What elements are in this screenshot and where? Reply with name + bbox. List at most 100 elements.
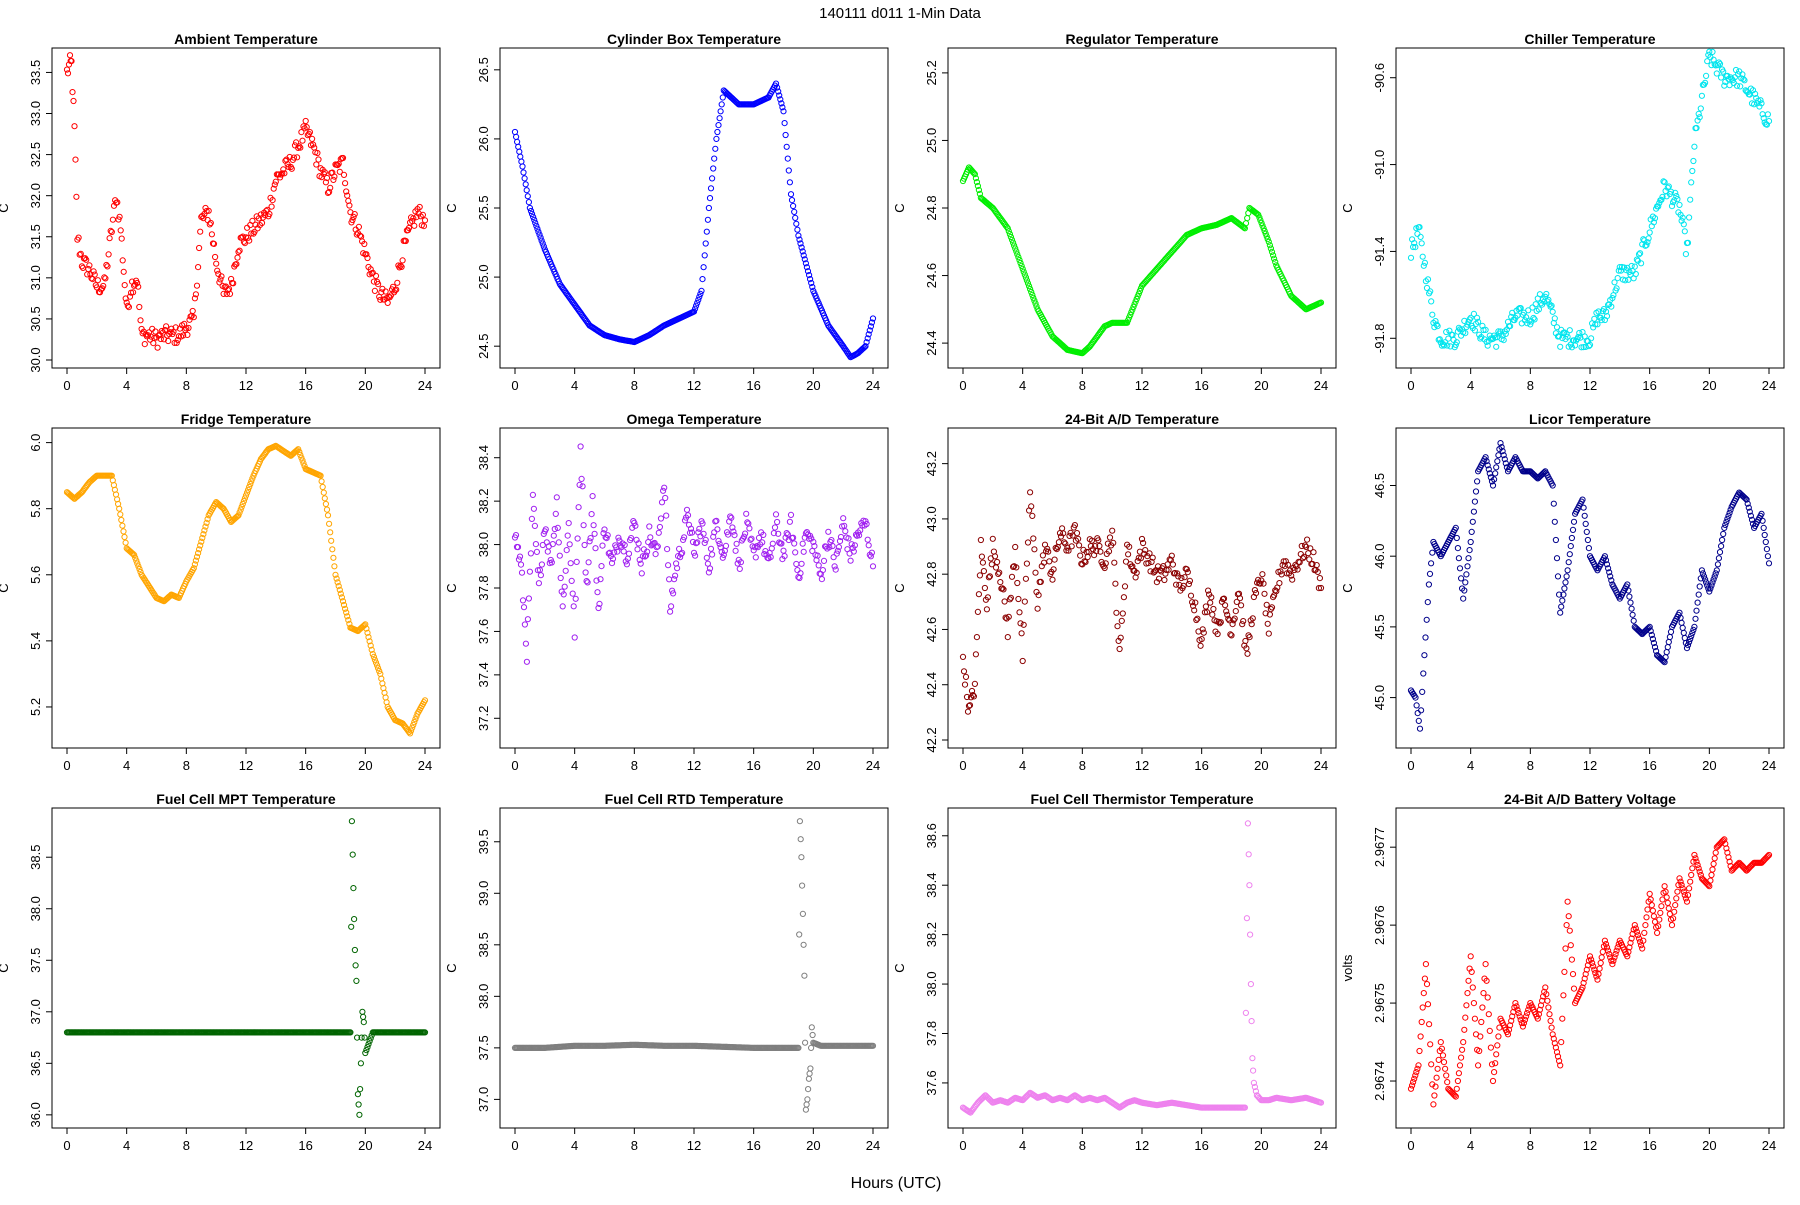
data-point bbox=[1760, 115, 1767, 122]
series-points bbox=[959, 164, 1325, 357]
data-point bbox=[192, 291, 199, 298]
data-point bbox=[719, 94, 726, 101]
data-point bbox=[787, 511, 795, 519]
y-tick-label: 42.4 bbox=[924, 672, 939, 697]
data-point bbox=[1163, 566, 1170, 574]
data-point bbox=[1035, 592, 1042, 599]
data-point bbox=[790, 202, 797, 210]
data-point bbox=[971, 171, 979, 178]
data-point bbox=[1706, 48, 1713, 55]
data-point bbox=[100, 282, 107, 290]
data-point bbox=[1115, 1103, 1122, 1111]
data-point bbox=[863, 520, 870, 528]
data-point bbox=[357, 1086, 364, 1093]
data-point bbox=[638, 570, 645, 577]
data-point bbox=[1478, 1018, 1485, 1026]
data-point bbox=[1695, 865, 1702, 872]
data-point bbox=[1055, 539, 1063, 546]
data-point bbox=[1558, 1039, 1565, 1046]
y-tick-label: 30.0 bbox=[28, 347, 43, 372]
data-point bbox=[538, 561, 546, 568]
data-point bbox=[339, 598, 347, 605]
panel-fuel-cell-mpt-temperature: Fuel Cell MPT TemperatureC0481216202436.… bbox=[0, 791, 441, 1153]
data-point bbox=[994, 558, 1001, 566]
data-point bbox=[244, 224, 251, 231]
data-point bbox=[367, 1035, 374, 1042]
plot-frame bbox=[499, 807, 889, 1129]
data-point bbox=[1209, 611, 1216, 618]
data-point bbox=[1644, 906, 1651, 913]
data-point bbox=[794, 567, 801, 574]
data-point bbox=[298, 129, 305, 136]
data-point bbox=[1524, 1010, 1531, 1017]
data-point bbox=[1640, 937, 1647, 944]
data-point bbox=[1762, 538, 1769, 546]
data-point bbox=[529, 491, 537, 498]
y-tick-label: 32.0 bbox=[28, 183, 43, 208]
data-point bbox=[1414, 230, 1421, 237]
data-point bbox=[1458, 575, 1465, 582]
data-point bbox=[1612, 951, 1619, 958]
data-point bbox=[996, 569, 1003, 576]
data-point bbox=[1606, 951, 1613, 958]
data-point bbox=[1655, 923, 1662, 930]
data-point bbox=[1489, 1077, 1497, 1085]
data-point bbox=[1545, 1004, 1552, 1011]
data-point bbox=[1023, 277, 1031, 284]
data-point bbox=[1559, 1015, 1566, 1022]
data-point bbox=[1646, 890, 1653, 898]
data-point bbox=[1484, 994, 1491, 1001]
x-tick-label: 16 bbox=[298, 1138, 312, 1153]
x-tick-label: 16 bbox=[1194, 378, 1208, 393]
data-point bbox=[780, 108, 787, 115]
data-point bbox=[1493, 343, 1500, 350]
data-point bbox=[1590, 963, 1597, 970]
data-point bbox=[722, 542, 730, 550]
data-point bbox=[1020, 268, 1027, 275]
data-point bbox=[1248, 621, 1255, 628]
data-point bbox=[537, 572, 545, 579]
data-point bbox=[701, 539, 708, 547]
data-point bbox=[119, 522, 126, 529]
data-point bbox=[1563, 922, 1570, 929]
data-point bbox=[1482, 961, 1489, 968]
data-point bbox=[1133, 569, 1140, 576]
data-point bbox=[1426, 570, 1434, 578]
data-point bbox=[744, 519, 751, 526]
x-tick-label: 0 bbox=[511, 1138, 518, 1153]
data-point bbox=[1629, 611, 1636, 618]
data-point bbox=[1691, 623, 1698, 631]
data-point bbox=[1727, 506, 1734, 513]
data-point bbox=[1004, 225, 1011, 232]
data-point bbox=[1616, 264, 1623, 271]
y-tick-label: 38.0 bbox=[476, 984, 491, 1009]
series-points bbox=[63, 52, 429, 351]
data-point bbox=[810, 538, 817, 546]
data-point bbox=[1472, 488, 1480, 495]
data-point bbox=[833, 550, 840, 557]
data-point bbox=[214, 267, 221, 274]
y-tick-label: 46.5 bbox=[1372, 473, 1387, 498]
data-point bbox=[1687, 878, 1694, 885]
x-tick-label: 20 bbox=[806, 378, 820, 393]
data-point bbox=[199, 534, 206, 542]
y-tick-label: 26.5 bbox=[476, 57, 491, 82]
data-point bbox=[235, 512, 242, 519]
data-point bbox=[195, 550, 202, 557]
data-point bbox=[815, 562, 822, 569]
data-point bbox=[1525, 307, 1532, 314]
data-point bbox=[802, 260, 810, 267]
panel-title: Cylinder Box Temperature bbox=[607, 31, 781, 47]
x-tick-label: 16 bbox=[1642, 378, 1656, 393]
data-point bbox=[972, 651, 980, 658]
data-point bbox=[514, 544, 522, 551]
data-point bbox=[851, 542, 859, 549]
data-point bbox=[183, 325, 190, 332]
data-point bbox=[1757, 97, 1764, 104]
data-point bbox=[392, 287, 399, 294]
data-point bbox=[197, 228, 204, 235]
data-point bbox=[709, 551, 716, 558]
data-point bbox=[1552, 536, 1560, 544]
data-point bbox=[1679, 214, 1686, 221]
